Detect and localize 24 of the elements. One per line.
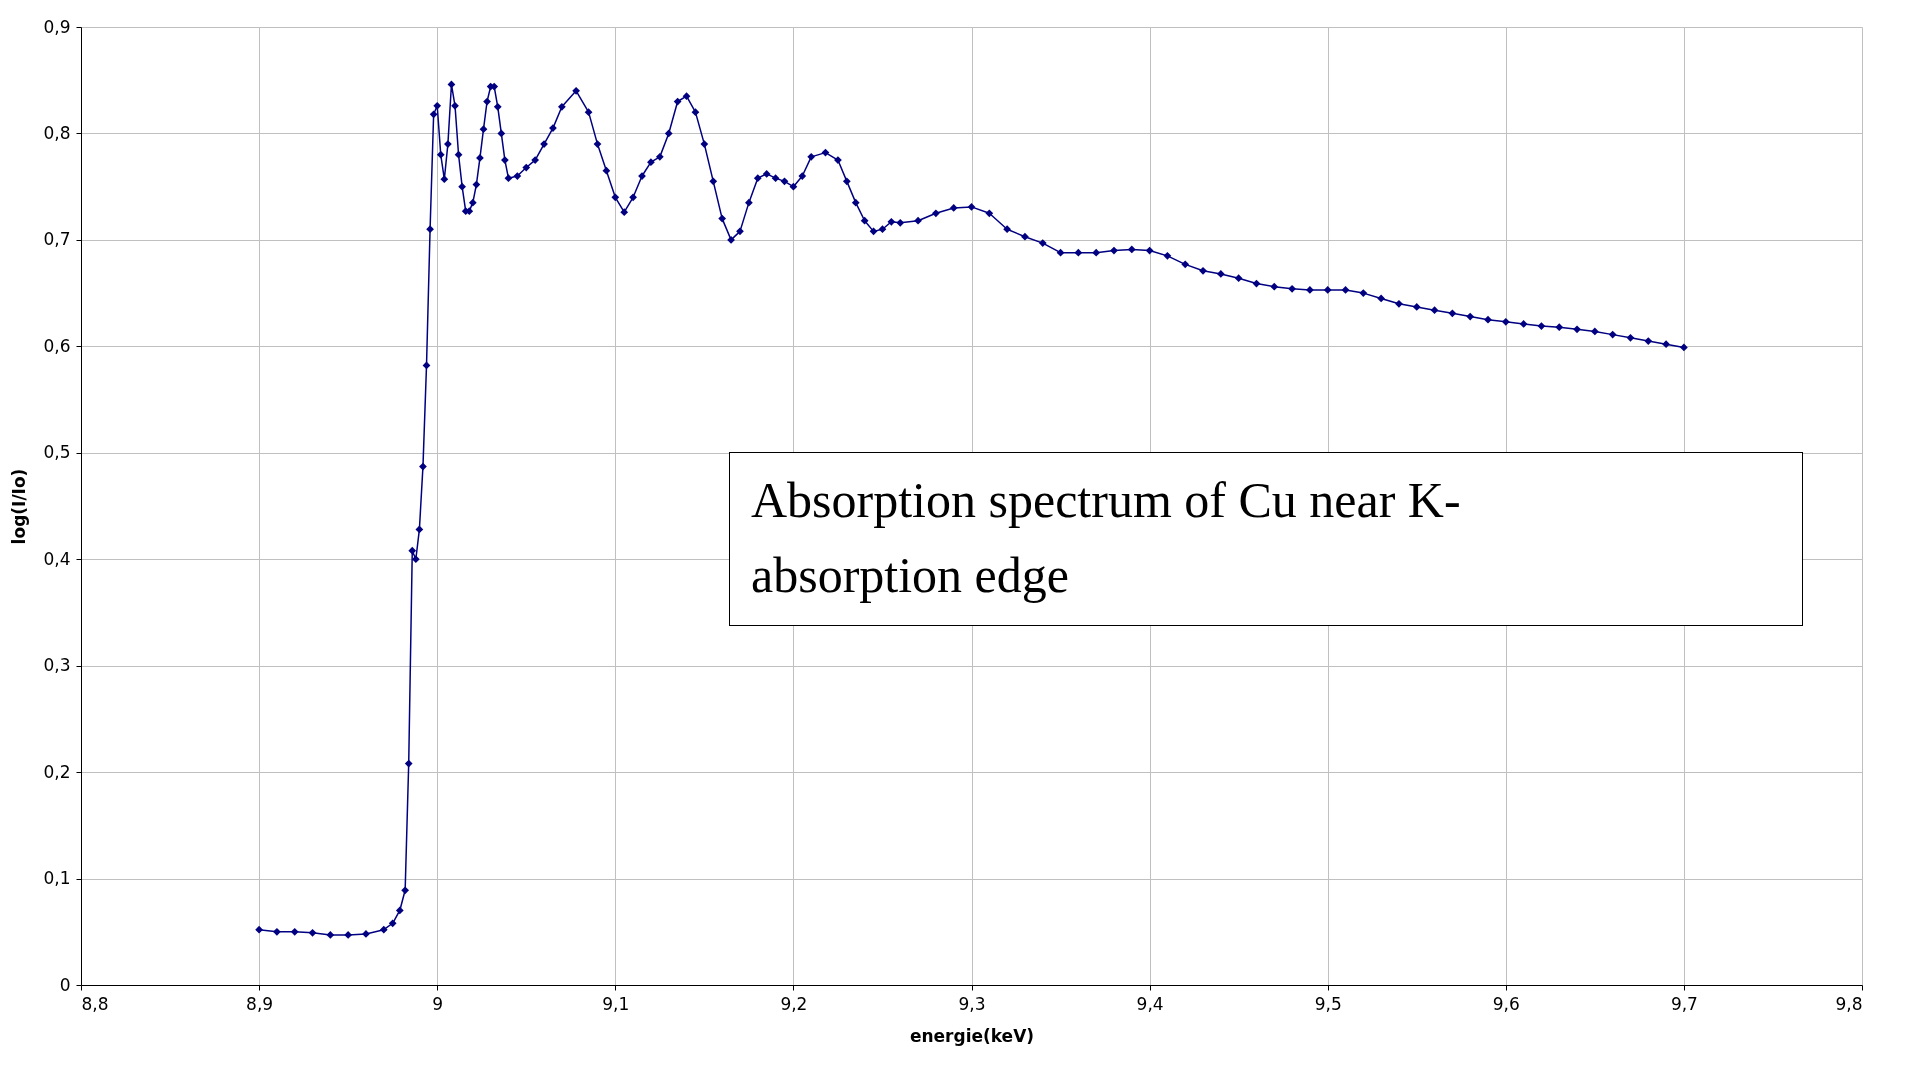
x-tick-label: 9,2: [780, 993, 808, 1014]
x-tick-label: 9,4: [1136, 993, 1164, 1014]
y-tick-label: 0,2: [43, 761, 71, 782]
y-tick-label: 0,9: [43, 16, 71, 37]
x-tick-label: 9,8: [1835, 993, 1863, 1014]
x-tick-label: 9,7: [1670, 993, 1698, 1014]
y-tick-label: 0: [59, 974, 71, 995]
y-axis-title: log(I/Io): [9, 468, 30, 545]
y-tick-label: 0,1: [43, 868, 71, 889]
y-tick-label: 0,5: [43, 442, 71, 463]
annotation: Absorption spectrum of Cu near K-absorption edge: [751, 471, 1462, 605]
x-axis-title: energie(keV): [909, 1025, 1035, 1046]
x-tick-label: 8,9: [246, 993, 274, 1014]
x-tick-label: 9: [432, 993, 444, 1014]
x-tick-label: 9,6: [1492, 993, 1520, 1014]
x-tick-label: 9,1: [602, 993, 630, 1014]
y-tick-label: 0,7: [43, 229, 71, 250]
x-tick-label: 8,8: [81, 993, 109, 1014]
y-tick-label: 0,4: [43, 548, 71, 569]
x-tick-label: 9,3: [958, 993, 986, 1014]
y-tick-label: 0,3: [43, 655, 71, 676]
y-tick-label: 0,6: [43, 335, 71, 356]
x-tick-label: 9,5: [1314, 993, 1342, 1014]
y-tick-label: 0,8: [43, 122, 71, 143]
